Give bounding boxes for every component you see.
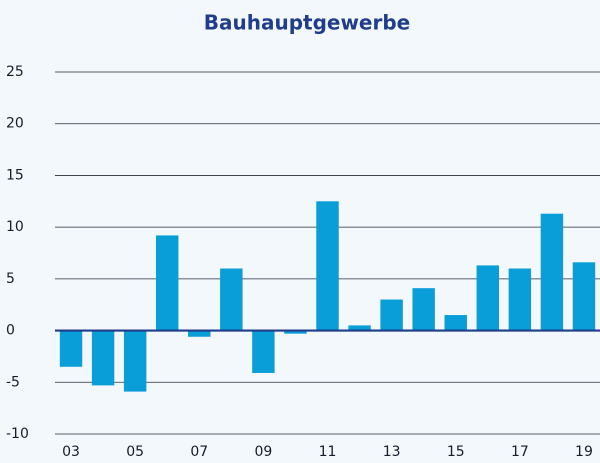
y-tick-label: 5 <box>6 271 15 287</box>
bar <box>59 330 83 367</box>
y-tick-label: -5 <box>6 374 20 390</box>
x-tick-label: 05 <box>126 444 144 460</box>
y-tick-label: 15 <box>6 167 24 183</box>
y-tick-label: 25 <box>6 64 24 80</box>
bar <box>123 330 147 392</box>
x-tick-label: 09 <box>254 444 272 460</box>
x-tick-label: 07 <box>190 444 208 460</box>
bar <box>508 268 532 331</box>
x-tick-label: 13 <box>383 444 401 460</box>
x-tick-label: 17 <box>511 444 529 460</box>
bar <box>316 201 339 331</box>
bar <box>155 235 179 331</box>
bar <box>348 325 371 331</box>
x-tick-label: 11 <box>319 444 337 460</box>
y-tick-label: 0 <box>6 323 15 339</box>
bar <box>91 330 115 386</box>
bar <box>412 288 435 331</box>
chart-title: Bauhauptgewerbe <box>204 11 411 35</box>
bar <box>540 213 564 331</box>
bar <box>572 262 596 331</box>
bar <box>188 330 211 337</box>
x-tick-label: 15 <box>447 444 465 460</box>
bar <box>252 330 275 373</box>
y-tick-label: 10 <box>6 219 24 235</box>
bar <box>284 330 307 334</box>
y-tick-label: 20 <box>6 116 24 132</box>
y-tick-label: -10 <box>6 426 29 442</box>
bar <box>444 315 467 331</box>
x-tick-label: 19 <box>575 444 593 460</box>
bar <box>476 265 500 331</box>
x-tick-label: 03 <box>62 444 80 460</box>
bar <box>220 268 243 331</box>
bar <box>380 299 403 331</box>
